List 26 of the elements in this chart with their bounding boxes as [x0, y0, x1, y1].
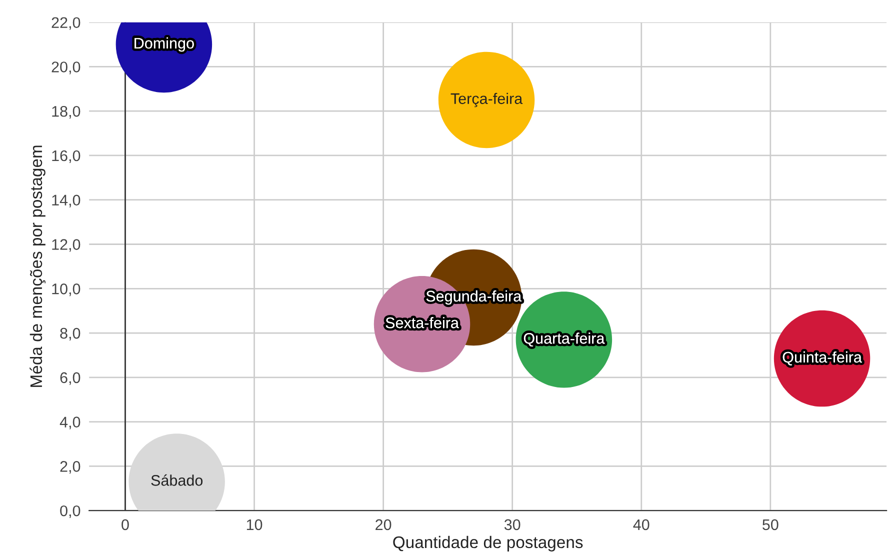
x-tick-label: 0: [122, 519, 129, 530]
y-tick-label: 8,0: [60, 328, 80, 341]
y-tick-label: 12,0: [52, 239, 80, 252]
series-label: Domingo: [134, 37, 194, 52]
y-tick-label: 18,0: [52, 106, 80, 119]
y-tick-label: 2,0: [60, 461, 80, 474]
y-axis-title: Méda de menções por postagem: [30, 146, 46, 387]
series-label: Sexta-feira: [386, 317, 459, 328]
y-tick-label: 20,0: [52, 62, 80, 74]
y-tick-label: 22,0: [52, 17, 80, 30]
series-label: Sábado: [151, 474, 203, 486]
x-tick-label: 30: [504, 519, 520, 530]
y-tick-label: 16,0: [52, 150, 80, 163]
x-tick-label: 50: [762, 519, 778, 530]
y-tick-label: 14,0: [52, 194, 80, 208]
y-tick-label: 6,0: [60, 372, 80, 385]
x-tick-label: 20: [376, 519, 392, 530]
series-label: Quinta-feira: [782, 351, 862, 366]
y-tick-label: 4,0: [60, 416, 80, 430]
series-label: Quarta-feira: [524, 332, 605, 347]
x-tick-label: 40: [633, 519, 650, 530]
x-tick-label: 10: [246, 519, 262, 530]
y-tick-label: 0,0: [60, 505, 80, 518]
series-label: Terça-feira: [450, 92, 523, 108]
x-axis-title: Quantidade de postagens: [393, 536, 583, 552]
y-tick-label: 10,0: [52, 284, 80, 296]
